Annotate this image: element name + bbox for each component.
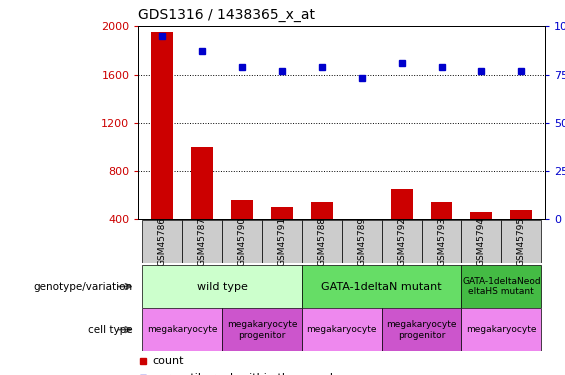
Bar: [271, 207, 293, 268]
Text: megakaryocyte: megakaryocyte: [307, 325, 377, 334]
Text: megakaryocyte: megakaryocyte: [466, 325, 537, 334]
FancyBboxPatch shape: [302, 308, 382, 351]
Bar: [231, 200, 253, 268]
FancyBboxPatch shape: [462, 265, 541, 308]
FancyBboxPatch shape: [142, 308, 222, 351]
Bar: [431, 202, 453, 268]
Text: GSM45790: GSM45790: [238, 217, 246, 266]
FancyBboxPatch shape: [342, 220, 382, 263]
Text: count: count: [153, 356, 184, 366]
FancyBboxPatch shape: [462, 220, 501, 263]
FancyBboxPatch shape: [222, 220, 262, 263]
FancyBboxPatch shape: [302, 220, 342, 263]
Bar: [510, 210, 532, 268]
Text: GSM45794: GSM45794: [477, 217, 486, 266]
Bar: [311, 202, 333, 268]
FancyBboxPatch shape: [262, 220, 302, 263]
Text: GSM45795: GSM45795: [517, 217, 526, 266]
Text: GSM45791: GSM45791: [277, 217, 286, 266]
Text: GATA-1deltaN mutant: GATA-1deltaN mutant: [321, 282, 442, 292]
Bar: [151, 32, 173, 268]
FancyBboxPatch shape: [182, 220, 222, 263]
FancyBboxPatch shape: [142, 265, 302, 308]
Text: GSM45788: GSM45788: [318, 217, 327, 266]
Text: percentile rank within the sample: percentile rank within the sample: [153, 373, 340, 375]
Text: GSM45786: GSM45786: [158, 217, 167, 266]
Text: cell type: cell type: [88, 325, 133, 335]
FancyBboxPatch shape: [421, 220, 462, 263]
Text: GATA-1deltaNeod
eltaHS mutant: GATA-1deltaNeod eltaHS mutant: [462, 277, 541, 296]
Text: GSM45792: GSM45792: [397, 217, 406, 266]
Bar: [192, 147, 213, 268]
Text: GSM45789: GSM45789: [357, 217, 366, 266]
FancyBboxPatch shape: [142, 220, 182, 263]
Text: genotype/variation: genotype/variation: [34, 282, 133, 292]
Text: megakaryocyte: megakaryocyte: [147, 325, 218, 334]
Text: megakaryocyte
progenitor: megakaryocyte progenitor: [386, 320, 457, 339]
Bar: [471, 212, 492, 268]
Bar: [351, 221, 373, 268]
Text: GDS1316 / 1438365_x_at: GDS1316 / 1438365_x_at: [138, 9, 315, 22]
Text: wild type: wild type: [197, 282, 247, 292]
Text: megakaryocyte
progenitor: megakaryocyte progenitor: [227, 320, 297, 339]
Bar: [390, 189, 412, 268]
Text: GSM45793: GSM45793: [437, 217, 446, 266]
FancyBboxPatch shape: [302, 265, 462, 308]
FancyBboxPatch shape: [462, 308, 541, 351]
FancyBboxPatch shape: [222, 308, 302, 351]
FancyBboxPatch shape: [501, 220, 541, 263]
FancyBboxPatch shape: [382, 220, 421, 263]
FancyBboxPatch shape: [382, 308, 462, 351]
Text: GSM45787: GSM45787: [198, 217, 207, 266]
